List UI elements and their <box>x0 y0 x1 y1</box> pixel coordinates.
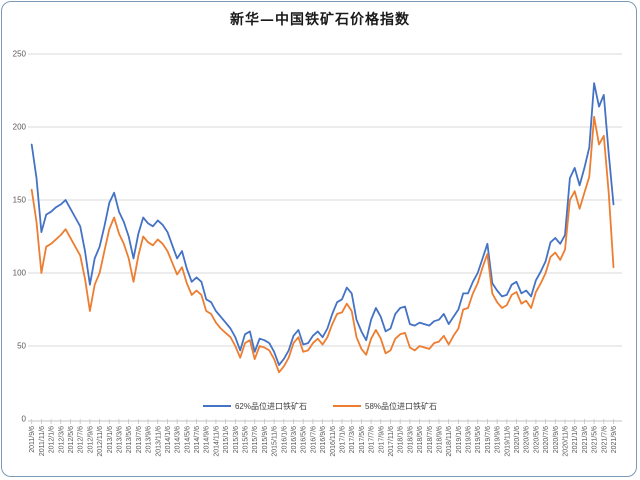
x-tick-label: 2018/7/6 <box>427 426 434 453</box>
x-tick-label: 2017/9/6 <box>378 426 385 453</box>
x-tick-label: 2015/3/6 <box>233 426 240 453</box>
x-tick-label: 2019/5/6 <box>475 426 482 453</box>
x-tick-label: 2013/5/6 <box>126 426 133 453</box>
x-tick-label: 2016/3/6 <box>291 426 298 453</box>
x-tick-label: 2021/9/6 <box>611 426 618 453</box>
x-tick-label: 2017/5/6 <box>359 426 366 453</box>
x-tick-label: 2014/1/6 <box>165 426 172 453</box>
legend-item-58pct: 58%品位进口铁矿石 <box>333 401 437 412</box>
x-tick-label: 2020/3/6 <box>524 426 531 453</box>
x-tick-label: 2015/5/6 <box>243 426 250 453</box>
legend-item-62pct: 62%品位进口铁矿石 <box>202 401 307 412</box>
x-tick-label: 2016/9/6 <box>320 426 327 453</box>
y-tick-label: 150 <box>13 196 27 205</box>
x-tick-label: 2016/1/6 <box>281 426 288 453</box>
x-tick-label: 2018/3/6 <box>407 426 414 453</box>
x-tick-label: 2013/3/6 <box>116 426 123 453</box>
x-tick-label: 2021/5/6 <box>592 426 599 453</box>
x-tick-label: 2015/7/6 <box>252 426 259 453</box>
x-tick-label: 2016/7/6 <box>310 426 317 453</box>
x-tick-label: 2014/9/6 <box>204 426 211 453</box>
x-tick-label: 2017/11/6 <box>388 426 395 457</box>
x-tick-label: 2014/11/6 <box>213 426 220 457</box>
x-tick-label: 2012/5/6 <box>68 426 75 453</box>
y-tick-label: 50 <box>17 342 26 351</box>
x-tick-label: 2021/3/6 <box>582 426 589 453</box>
y-tick-label: 200 <box>13 123 27 132</box>
x-tick-label: 2019/7/6 <box>485 426 492 453</box>
x-axis-ticks <box>31 419 614 424</box>
x-tick-label: 2014/7/6 <box>194 426 201 453</box>
x-tick-label: 2017/7/6 <box>369 426 376 453</box>
x-tick-label: 2017/1/6 <box>339 426 346 453</box>
x-tick-label: 2019/9/6 <box>495 426 502 453</box>
x-tick-label: 2020/11/6 <box>563 426 570 457</box>
y-axis-labels: 0 50 100 150 200 250 <box>13 50 27 424</box>
x-tick-label: 2017/3/6 <box>349 426 356 453</box>
x-tick-label: 2019/3/6 <box>466 426 473 453</box>
x-tick-label: 2015/9/6 <box>262 426 269 453</box>
x-tick-label: 2014/3/6 <box>175 426 182 453</box>
x-tick-label: 2018/1/6 <box>398 426 405 453</box>
x-tick-label: 2012/7/6 <box>78 426 85 453</box>
x-tick-label: 2020/5/6 <box>533 426 540 453</box>
x-tick-label: 2019/11/6 <box>504 426 511 457</box>
y-tick-label: 0 <box>22 415 27 424</box>
x-tick-label: 2018/5/6 <box>417 426 424 453</box>
x-tick-label: 2011/11/6 <box>39 426 46 456</box>
legend-label-62pct: 62%品位进口铁矿石 <box>234 401 307 411</box>
series-line-62pct <box>30 82 615 366</box>
x-tick-label: 2012/9/6 <box>87 426 94 453</box>
x-tick-label: 2013/9/6 <box>146 426 153 453</box>
x-tick-label: 2021/1/6 <box>572 426 579 453</box>
chart-title: 新华—中国铁矿石价格指数 <box>230 12 410 28</box>
legend-line-62pct-icon <box>202 405 231 407</box>
x-tick-label: 2012/3/6 <box>58 426 65 453</box>
legend-line-58pct-icon <box>333 405 361 407</box>
legend: 62%品位进口铁矿石 58%品位进口铁矿石 <box>0 399 640 413</box>
x-tick-label: 2013/7/6 <box>136 426 143 453</box>
legend-label-58pct: 58%品位进口铁矿石 <box>365 401 438 411</box>
x-tick-label: 2013/1/6 <box>107 426 114 453</box>
x-tick-label: 2021/7/6 <box>601 426 608 453</box>
x-tick-label: 2014/5/6 <box>184 426 191 453</box>
gridlines <box>28 53 622 347</box>
x-tick-label: 2019/1/6 <box>456 426 463 453</box>
y-tick-label: 100 <box>13 269 27 278</box>
x-tick-label: 2018/11/6 <box>446 426 453 457</box>
series-line-58pct <box>30 115 615 374</box>
x-tick-label: 2013/11/6 <box>155 426 162 457</box>
x-tick-label: 2012/11/6 <box>97 426 104 457</box>
x-tick-label: 2011/9/6 <box>29 426 36 453</box>
x-tick-label: 2020/9/6 <box>553 426 560 453</box>
x-tick-label: 2016/5/6 <box>301 426 308 453</box>
x-tick-label: 2020/7/6 <box>543 426 550 453</box>
x-axis-labels: 2011/9/6 2011/11/6 2012/1/6 2012/3/6 2012/5/… <box>29 426 618 457</box>
x-tick-label: 2020/1/6 <box>514 426 521 453</box>
x-tick-label: 2015/1/6 <box>223 426 230 453</box>
x-tick-label: 2016/11/6 <box>330 426 337 457</box>
x-tick-label: 2018/9/6 <box>436 426 443 453</box>
x-tick-label: 2015/11/6 <box>272 426 279 457</box>
y-tick-label: 250 <box>13 50 27 59</box>
x-tick-label: 2012/1/6 <box>49 426 56 453</box>
